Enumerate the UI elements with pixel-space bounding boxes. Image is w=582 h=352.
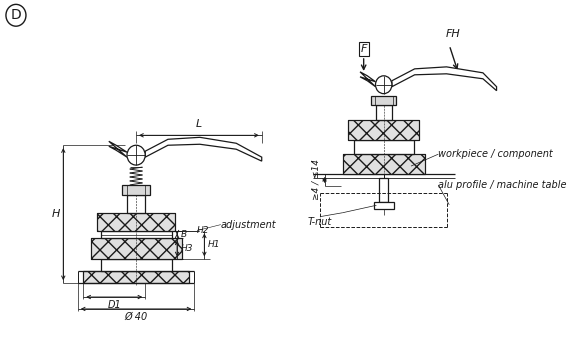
Text: ≥4 / ≤14: ≥4 / ≤14 — [312, 159, 321, 201]
Text: Ø 40: Ø 40 — [125, 312, 148, 322]
Bar — [97, 213, 175, 231]
Polygon shape — [392, 67, 496, 91]
Bar — [91, 238, 182, 259]
Text: H2: H2 — [197, 226, 210, 235]
Circle shape — [6, 4, 26, 26]
Text: L: L — [196, 119, 202, 130]
Bar — [101, 231, 172, 238]
Text: T-nut: T-nut — [308, 217, 332, 227]
Text: H1: H1 — [208, 240, 221, 250]
Text: H: H — [52, 209, 60, 219]
Text: adjustment: adjustment — [221, 220, 276, 230]
Bar — [371, 96, 396, 105]
Text: F: F — [360, 44, 367, 54]
Bar — [343, 154, 425, 174]
Circle shape — [127, 145, 146, 165]
Polygon shape — [146, 137, 262, 161]
Polygon shape — [109, 141, 127, 157]
Bar — [379, 178, 388, 202]
Bar — [343, 154, 425, 174]
Text: D1: D1 — [108, 300, 121, 310]
Text: workpiece / component: workpiece / component — [438, 149, 553, 159]
Text: D: D — [10, 8, 22, 22]
Bar — [354, 140, 414, 154]
Bar — [348, 120, 419, 140]
Bar — [127, 195, 146, 213]
Bar — [122, 185, 150, 195]
Text: B: B — [180, 230, 187, 239]
Text: H3: H3 — [180, 244, 193, 253]
Bar — [375, 105, 392, 120]
Bar — [83, 271, 189, 283]
Text: alu profile / machine table: alu profile / machine table — [438, 180, 567, 190]
Polygon shape — [360, 72, 375, 87]
Bar — [97, 213, 175, 231]
Text: FH: FH — [446, 29, 460, 39]
Bar — [348, 120, 419, 140]
Bar — [374, 202, 393, 209]
Bar — [91, 238, 182, 259]
Circle shape — [375, 76, 392, 94]
Bar — [83, 271, 189, 283]
Bar — [101, 259, 172, 271]
